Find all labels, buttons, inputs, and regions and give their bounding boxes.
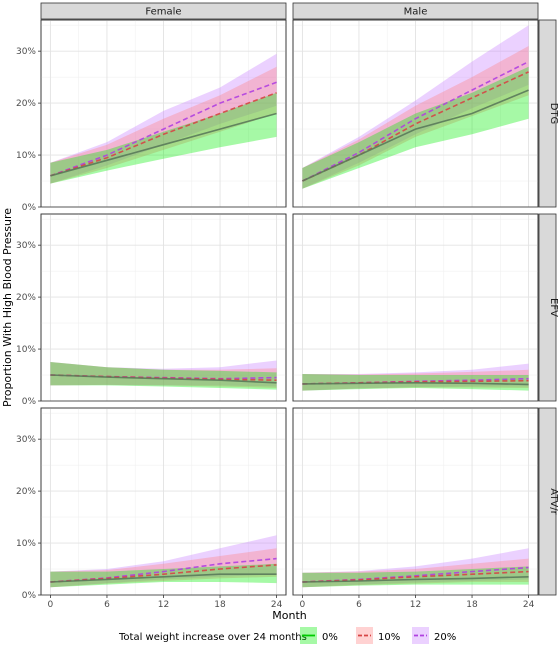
- legend-key-20: 20%: [412, 627, 456, 644]
- y-tick-label: 20%: [16, 99, 36, 109]
- y-tick-label: 10%: [16, 151, 36, 161]
- y-tick-label: 30%: [16, 435, 36, 445]
- strip-top-bg: [40, 2, 287, 20]
- y-tick-label: 20%: [16, 487, 36, 497]
- legend: Total weight increase over 24 months 0% 1…: [118, 627, 456, 644]
- series-line-0: [50, 112, 277, 177]
- ci-ribbon-20: [302, 548, 529, 588]
- ci-ribbon-20: [302, 25, 529, 189]
- series-line-20: [50, 557, 277, 583]
- panel-border: [292, 213, 539, 402]
- strips-layer: Female Male DTG EFV ATV/r: [40, 2, 559, 596]
- legend-title: Total weight increase over 24 months: [118, 632, 307, 643]
- strip-top-label: Male: [404, 7, 428, 18]
- legend-entry-label: 0%: [322, 632, 338, 643]
- panel-efv-male: [292, 213, 539, 402]
- x-tick-label: 12: [410, 600, 421, 610]
- series-line-0: [302, 576, 529, 583]
- x-tick-label: 0: [48, 600, 54, 610]
- series-group-atv-r-male: [302, 548, 529, 588]
- strip-right-label: DTG: [548, 103, 559, 125]
- panel-atv-r-male: [292, 407, 539, 596]
- ci-ribbon-0: [302, 66, 529, 189]
- ci-ribbon-10: [302, 369, 529, 391]
- y-tick-label: 10%: [16, 345, 36, 355]
- x-tick-label: 24: [523, 600, 535, 610]
- axes-layer: 0% 10% 20% 30% 0% 10% 20% 30% 0% 10% 20% 30% 0 6 12 18 2…: [16, 47, 535, 610]
- series-line-10: [50, 91, 277, 177]
- series-group-dtg-male: [302, 25, 529, 189]
- legend-entry-label: 10%: [378, 632, 400, 643]
- panel-border: [40, 19, 287, 208]
- series-line-0: [302, 89, 529, 182]
- strip-top-bg: [292, 2, 539, 20]
- legend-entry-label: 20%: [434, 632, 456, 643]
- series-line-10: [302, 379, 529, 385]
- legend-key-10: 10%: [356, 627, 400, 644]
- panels-layer: [40, 19, 539, 596]
- series-line-20: [302, 566, 529, 583]
- x-tick-label: 6: [356, 600, 362, 610]
- series-line-0: [50, 573, 277, 583]
- y-tick-label: 30%: [16, 47, 36, 57]
- panel-border: [40, 213, 287, 402]
- series-group-dtg-female: [50, 53, 277, 184]
- y-tick-label: 30%: [16, 241, 36, 251]
- panel-dtg-female: [40, 19, 287, 208]
- series-group-efv-female: [50, 360, 277, 390]
- strip-top-label: Female: [145, 7, 181, 18]
- panel-atv-r-female: [40, 407, 287, 596]
- ci-ribbon-10: [50, 362, 277, 388]
- panel-dtg-male: [292, 19, 539, 208]
- y-axis-title: Proportion With High Blood Pressure: [1, 208, 14, 407]
- x-tick-label: 6: [104, 600, 110, 610]
- series-line-20: [50, 81, 277, 177]
- ci-ribbon-0: [50, 362, 277, 390]
- x-tick-label: 18: [466, 600, 478, 610]
- series-group-efv-male: [302, 363, 529, 391]
- y-tick-label: 20%: [16, 293, 36, 303]
- legend-key-0: 0%: [300, 627, 338, 644]
- y-tick-label: 0%: [22, 203, 37, 213]
- series-group-atv-r-female: [50, 535, 277, 588]
- x-tick-label: 24: [271, 600, 283, 610]
- strip-right-bg: [538, 213, 557, 402]
- panel-border: [292, 19, 539, 208]
- strip-right-bg: [538, 407, 557, 596]
- x-axis-title: Month: [272, 609, 307, 622]
- panel-efv-female: [40, 213, 287, 402]
- strip-right-bg: [538, 19, 557, 208]
- series-line-20: [302, 60, 529, 182]
- x-tick-label: 12: [158, 600, 169, 610]
- y-tick-label: 0%: [22, 397, 37, 407]
- series-line-0: [302, 381, 529, 386]
- strip-right-label: EFV: [548, 298, 559, 317]
- series-line-10: [302, 570, 529, 583]
- y-tick-label: 0%: [22, 591, 37, 601]
- x-tick-label: 18: [214, 600, 226, 610]
- series-line-10: [50, 564, 277, 583]
- ci-ribbon-10: [302, 46, 529, 189]
- y-tick-label: 10%: [16, 539, 36, 549]
- strip-right-label: ATV/r: [548, 488, 559, 515]
- ci-ribbon-20: [50, 53, 277, 184]
- x-tick-label: 0: [300, 600, 306, 610]
- series-line-0: [50, 374, 277, 384]
